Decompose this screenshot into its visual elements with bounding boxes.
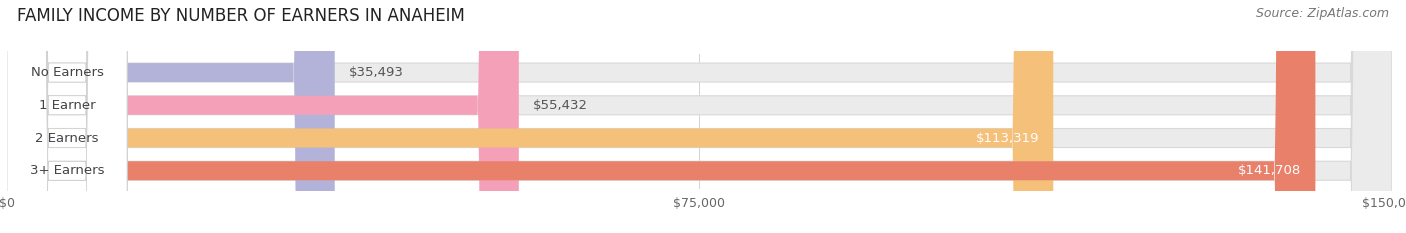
FancyBboxPatch shape <box>7 0 1316 233</box>
Text: $141,708: $141,708 <box>1239 164 1302 177</box>
FancyBboxPatch shape <box>7 0 127 233</box>
FancyBboxPatch shape <box>7 0 335 233</box>
FancyBboxPatch shape <box>7 0 127 233</box>
FancyBboxPatch shape <box>7 0 1053 233</box>
Text: No Earners: No Earners <box>31 66 104 79</box>
Text: Source: ZipAtlas.com: Source: ZipAtlas.com <box>1256 7 1389 20</box>
FancyBboxPatch shape <box>7 0 1392 233</box>
Text: $35,493: $35,493 <box>349 66 404 79</box>
Text: 2 Earners: 2 Earners <box>35 131 98 144</box>
FancyBboxPatch shape <box>7 0 127 233</box>
FancyBboxPatch shape <box>7 0 127 233</box>
Text: FAMILY INCOME BY NUMBER OF EARNERS IN ANAHEIM: FAMILY INCOME BY NUMBER OF EARNERS IN AN… <box>17 7 465 25</box>
FancyBboxPatch shape <box>7 0 1392 233</box>
Text: 3+ Earners: 3+ Earners <box>30 164 104 177</box>
FancyBboxPatch shape <box>7 0 519 233</box>
Text: $55,432: $55,432 <box>533 99 588 112</box>
Text: 1 Earner: 1 Earner <box>39 99 96 112</box>
Text: $113,319: $113,319 <box>976 131 1039 144</box>
FancyBboxPatch shape <box>7 0 1392 233</box>
FancyBboxPatch shape <box>7 0 1392 233</box>
